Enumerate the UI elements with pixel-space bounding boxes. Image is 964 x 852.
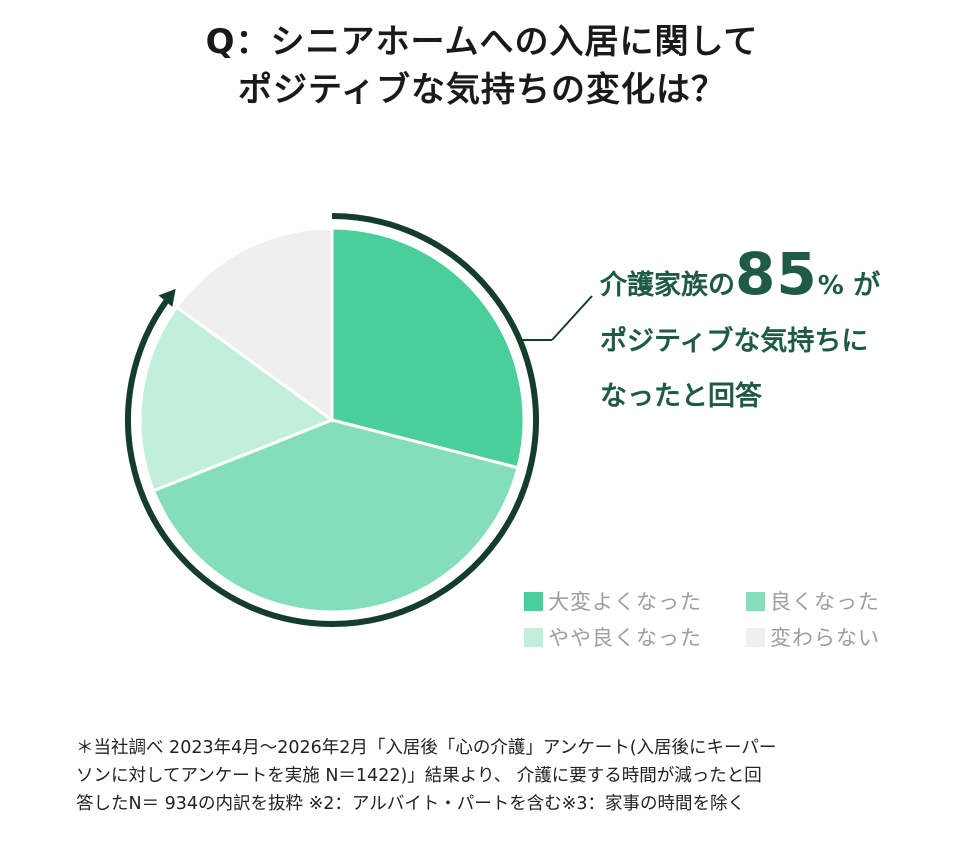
legend-swatch	[746, 591, 765, 611]
slice-very-better	[330, 226, 526, 470]
callout-leader-line-diagonal	[551, 295, 593, 341]
footnote: ＊当社調べ 2023年4月～2026年2月「入居後「心の介護」アンケート(入居後…	[76, 734, 956, 818]
footnote-line-2: ソンに対してアンケートを実施 N＝1422)」結果より、 介護に要する時間が減っ…	[76, 766, 762, 786]
legend-item-very-better: 大変よくなった	[524, 586, 746, 616]
slice-no-change	[174, 226, 334, 423]
title-line-2: ポジティブな気持ちの変化は？	[238, 70, 726, 110]
highlight-arc-stroke	[125, 213, 539, 627]
slice-better	[151, 418, 520, 614]
callout-text: 介護家族の85% が ポジティブな気持ちに なったと回答	[600, 245, 950, 424]
footnote-line-3: 答したN＝ 934の内訳を抜粋 ※2：アルバイト・パートを含む※3：家事の時間を…	[76, 794, 746, 814]
callout-suffix: が	[853, 270, 881, 301]
chart-title: Q：シニアホームへの入居に関して ポジティブな気持ちの変化は？	[0, 18, 964, 114]
legend-swatch	[524, 627, 543, 647]
pie-slices	[138, 226, 526, 614]
legend-item-better: 良くなった	[746, 586, 946, 616]
title-line-1: Q：シニアホームへの入居に関して	[205, 22, 759, 62]
legend-label: 大変よくなった	[548, 590, 702, 614]
legend-item-slightly-better: やや良くなった	[524, 622, 746, 652]
legend: 大変よくなった 良くなった やや良くなった 変わらない	[524, 586, 944, 652]
footnote-line-1: ＊当社調べ 2023年4月～2026年2月「入居後「心の介護」アンケート(入居後…	[76, 738, 777, 758]
callout-unit: %	[817, 271, 844, 301]
arrow-head-icon	[158, 288, 176, 307]
callout-line-3: なったと回答	[600, 381, 762, 412]
slice-slightly-better	[138, 305, 336, 493]
highlight-arc	[125, 213, 539, 627]
legend-label: 良くなった	[770, 590, 880, 614]
callout-line-2: ポジティブな気持ちに	[600, 326, 869, 357]
legend-swatch	[524, 591, 543, 611]
legend-label: やや良くなった	[548, 626, 702, 650]
legend-label: 変わらない	[770, 626, 880, 650]
callout-number: 85	[735, 240, 818, 308]
legend-swatch	[746, 627, 765, 647]
callout-prefix: 介護家族の	[600, 270, 735, 301]
legend-item-no-change: 変わらない	[746, 622, 946, 652]
